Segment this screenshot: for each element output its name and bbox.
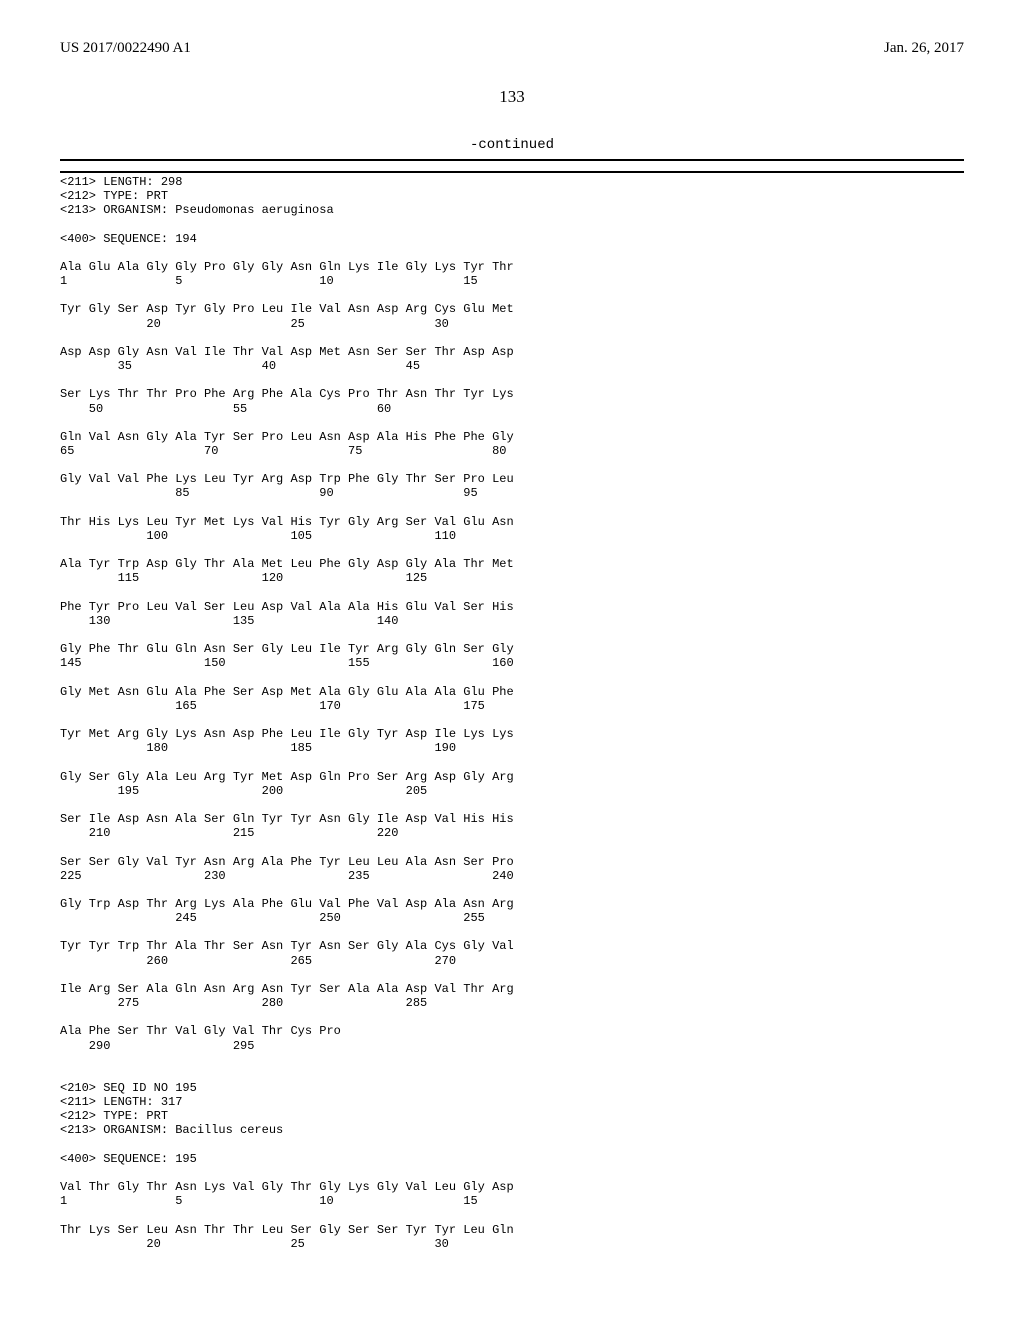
page-header: US 2017/0022490 A1 Jan. 26, 2017 (60, 40, 964, 57)
sequence-listing: <211> LENGTH: 298 <212> TYPE: PRT <213> … (60, 175, 964, 1251)
pub-number: US 2017/0022490 A1 (60, 40, 191, 57)
page-content: US 2017/0022490 A1 Jan. 26, 2017 133 -co… (0, 0, 1024, 1271)
pub-date: Jan. 26, 2017 (884, 40, 964, 57)
page-number: 133 (60, 87, 964, 107)
divider (60, 171, 964, 173)
sequence-block: <211> LENGTH: 298 <212> TYPE: PRT <213> … (60, 159, 964, 1251)
continued-label: -continued (60, 137, 964, 153)
